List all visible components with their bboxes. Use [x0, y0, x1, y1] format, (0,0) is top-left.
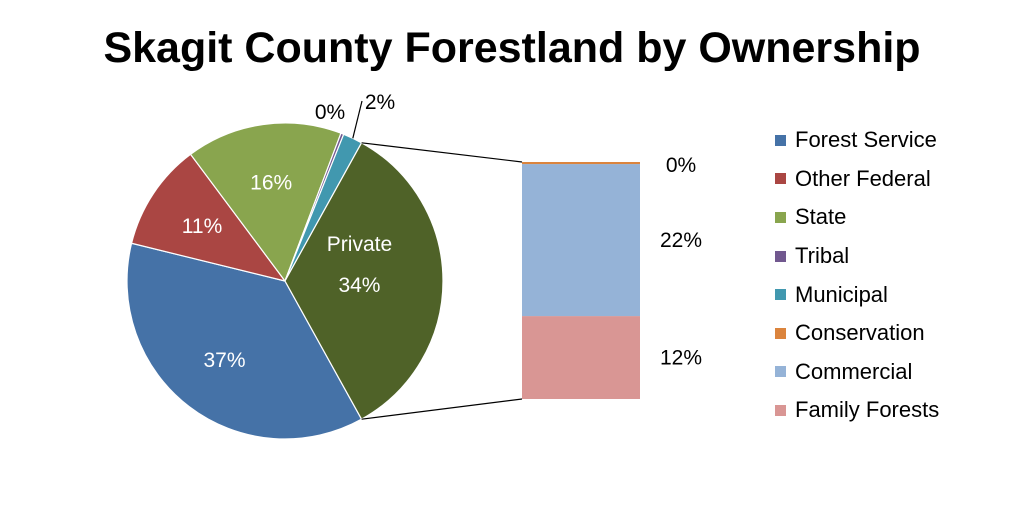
pie-label-other-federal: 11%: [182, 215, 222, 238]
bar-label-conservation: 0%: [666, 154, 696, 177]
pie-leader-municipal: [352, 100, 363, 139]
pie-label-municipal: 2%: [365, 91, 395, 114]
legend-label-municipal: Municipal: [795, 281, 888, 307]
chart-title: Skagit County Forestland by Ownership: [103, 24, 921, 72]
bar-segment-family-forests: [522, 316, 640, 399]
legend-swatch-tribal: [775, 250, 786, 262]
legend-swatch-state: [775, 211, 786, 223]
legend-label-state: State: [795, 204, 847, 230]
legend-label-other-federal: Other Federal: [795, 165, 931, 191]
bar-segment-commercial: [522, 164, 640, 317]
legend-swatch-municipal: [775, 289, 786, 301]
bar-label-commercial: 22%: [660, 229, 702, 252]
legend-swatch-conservation: [775, 327, 786, 339]
legend-item-tribal: Tribal: [775, 237, 939, 276]
bar-segment-conservation: [522, 162, 640, 165]
legend-swatch-forest-service: [775, 134, 786, 146]
legend-item-conservation: Conservation: [775, 314, 939, 353]
legend-swatch-other-federal: [775, 173, 786, 185]
legend-item-state: State: [775, 198, 939, 237]
pie-label-private: 34%: [338, 274, 380, 297]
legend-swatch-family-forests: [775, 404, 786, 416]
legend-item-municipal: Municipal: [775, 275, 939, 314]
pie-label-private-name: Private: [327, 233, 392, 256]
bar-label-family-forests: 12%: [660, 347, 702, 370]
pie-slice-other-federal: [130, 153, 287, 282]
pie-label-tribal: 0%: [315, 101, 345, 124]
pie-slice-forest-service: [126, 242, 363, 440]
legend-label-forest-service: Forest Service: [795, 127, 937, 153]
legend-label-family-forests: Family Forests: [795, 397, 940, 423]
connector-line-top: [361, 142, 523, 163]
pie-slice-private: [284, 141, 444, 421]
legend-swatch-commercial: [775, 366, 786, 378]
legend: Forest Service Other Federal State Tribal Mu…: [775, 121, 939, 430]
legend-label-commercial: Commercial: [795, 358, 913, 384]
legend-item-other-federal: Other Federal: [775, 160, 939, 199]
pie-label-forest-service: 37%: [204, 349, 246, 372]
legend-item-family-forests: Family Forests: [775, 391, 939, 430]
connector-line-bottom: [361, 398, 523, 420]
pie-label-state: 16%: [250, 171, 292, 194]
legend-item-forest-service: Forest Service: [775, 121, 939, 160]
legend-item-commercial: Commercial: [775, 353, 939, 392]
legend-label-tribal: Tribal: [795, 243, 850, 269]
legend-label-conservation: Conservation: [795, 320, 925, 346]
pie-slice-state: [189, 122, 342, 283]
